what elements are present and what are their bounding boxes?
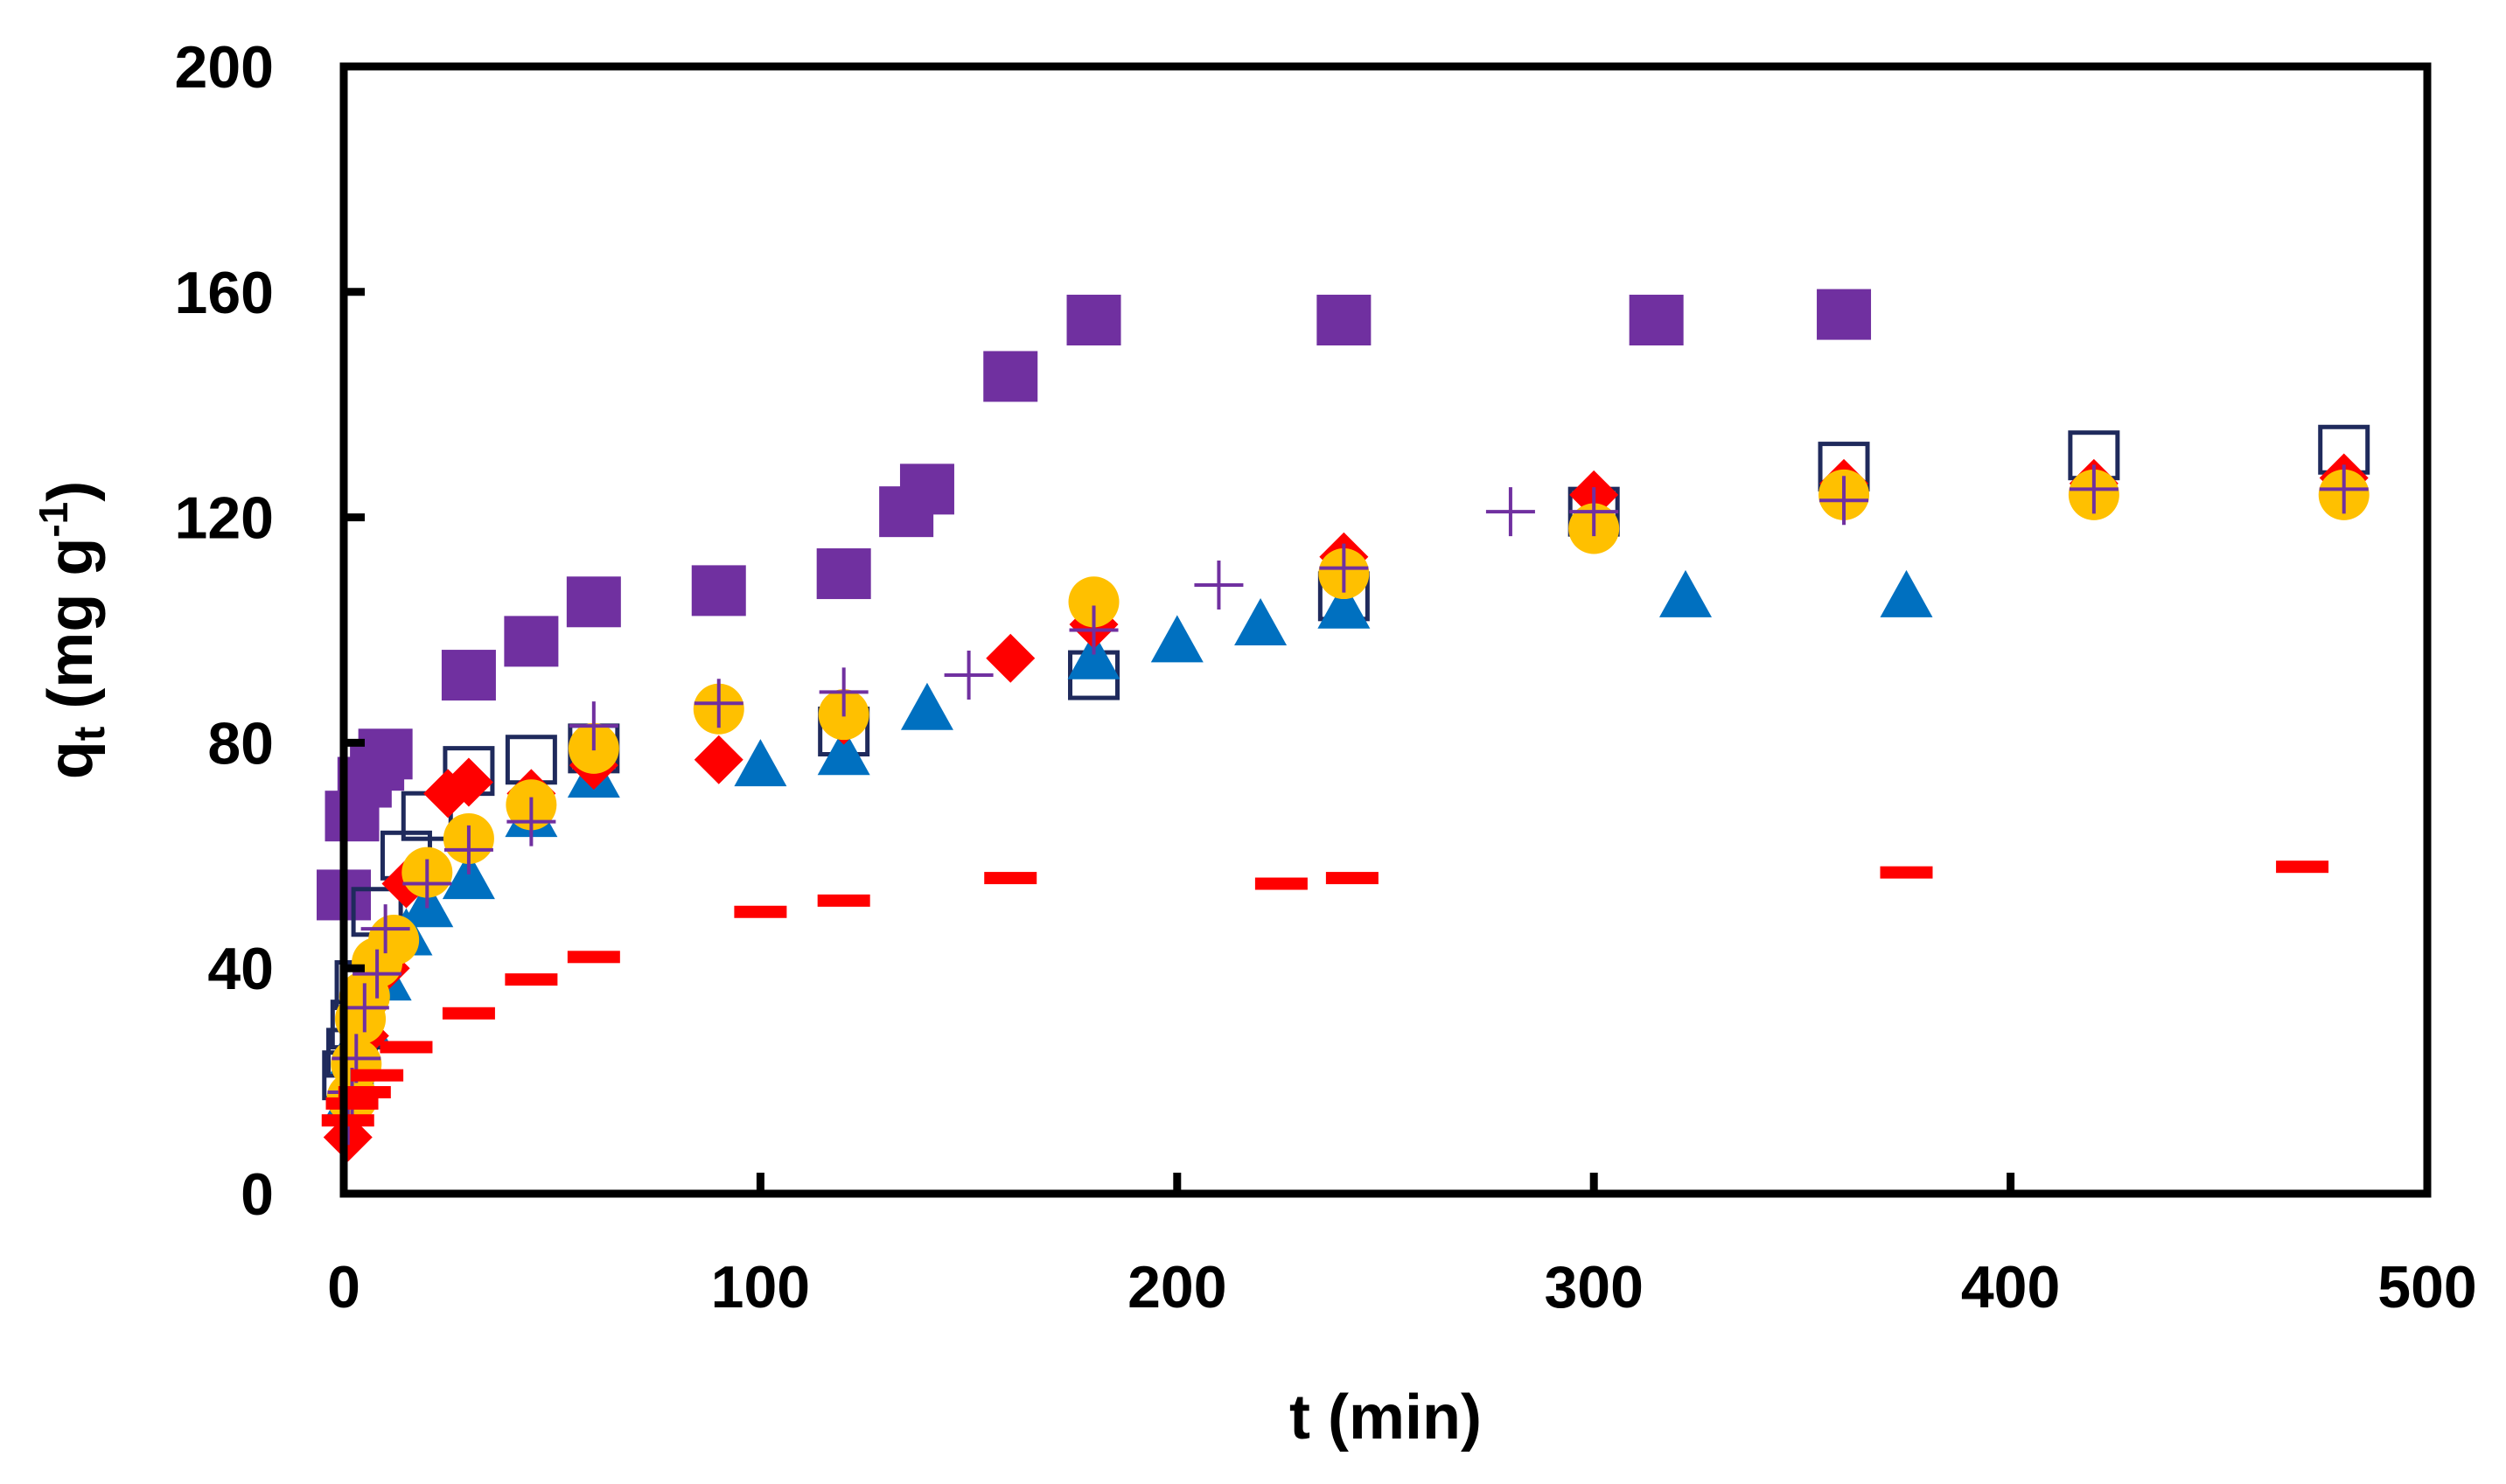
x-tick-label: 200 [1127,1254,1226,1320]
filled-triangle-marker [734,739,787,787]
dash-marker [734,905,787,918]
filled-circle-marker [1068,576,1120,628]
filled-triangle-marker [1067,631,1120,679]
x-tick-label: 100 [711,1254,810,1320]
filled-square-marker [358,728,413,780]
axis-tick-labels: 0 100 200 300 400 500 0 40 80 120 160 200 [175,34,2477,1320]
y-axis-label: qt (mg g-1) [31,481,114,780]
plus-marker [506,797,556,847]
plus-marker [1569,487,1619,537]
plus-marker [944,651,994,700]
plus-marker [2069,464,2119,514]
plus-marker [569,701,618,751]
filled-square-marker [566,576,621,628]
y-tick-label: 200 [175,34,274,101]
y-axis-label-superscript: -1 [31,502,76,538]
plus-marker [1819,476,1869,526]
dash-marker [984,872,1037,885]
axis-ticks [344,288,2015,1194]
dash-marker [338,1085,391,1098]
dash-marker [2276,860,2329,874]
dash-marker [1880,866,1933,879]
filled-diamond-marker [986,633,1036,683]
dash-marker [380,1041,433,1054]
plus-marker [353,949,402,999]
data-markers [317,289,2370,1162]
filled-triangle-marker [1880,569,1933,617]
filled-triangle-marker [817,728,870,776]
filled-square-marker [441,650,496,701]
y-axis-label-unit-close: ) [36,481,106,502]
filled-triangle-marker [1317,581,1371,629]
series-6-plus [323,464,2369,1146]
y-tick-label: 160 [175,260,274,326]
plus-marker [339,983,389,1033]
dash-marker [505,973,558,986]
x-tick-label: 500 [2377,1254,2476,1320]
filled-triangle-marker [900,682,953,730]
dash-marker [1254,877,1308,890]
dash-marker [1325,872,1379,885]
y-axis-label-main: q [36,741,106,779]
plus-marker [443,825,493,874]
dash-marker [817,894,870,907]
filled-triangle-marker [442,852,495,900]
plus-marker [1069,605,1119,655]
x-tick-label: 0 [327,1254,360,1320]
filled-square-marker [816,548,871,600]
dash-marker [351,1069,404,1082]
filled-square-marker [983,351,1038,402]
x-tick-label: 400 [1961,1254,2060,1320]
plus-marker [1485,487,1535,537]
filled-triangle-marker [1659,569,1713,617]
plus-marker [1319,543,1369,593]
filled-square-marker [1629,295,1684,346]
filled-square-marker [504,616,559,667]
plot-frame [339,62,2432,1198]
filled-diamond-marker [694,735,743,784]
y-tick-label: 120 [175,485,274,552]
plus-marker [694,679,743,728]
series-1-filled-square [317,289,1872,921]
series-2-open-square [322,424,2370,1101]
y-axis-label-unit: (mg g [36,538,106,727]
dash-marker [567,951,620,964]
plus-marker [2319,464,2369,514]
dash-marker [325,1097,379,1110]
dash-marker [442,1007,495,1020]
filled-square-marker [899,463,954,515]
series-7-dash [321,860,2329,1127]
filled-square-marker [1066,295,1121,346]
plus-marker [1194,560,1244,610]
filled-diamond-marker [443,757,493,807]
y-tick-label: 40 [207,936,274,1002]
x-axis-label: t (min) [1289,1383,1482,1453]
filled-triangle-marker [1234,598,1288,646]
series-3-filled-triangle [321,569,1933,1125]
plus-marker [360,904,410,954]
plus-marker [402,859,452,909]
x-tick-label: 300 [1544,1254,1643,1320]
filled-square-marker [691,565,746,617]
filled-triangle-marker [1150,615,1204,663]
filled-square-marker [1316,295,1372,346]
filled-square-marker [1817,289,1872,340]
y-tick-label: 0 [241,1161,274,1228]
dash-marker [321,1114,374,1127]
plus-marker [819,667,869,717]
y-axis-label-subscript: t [65,726,114,741]
y-tick-label: 80 [207,710,274,777]
